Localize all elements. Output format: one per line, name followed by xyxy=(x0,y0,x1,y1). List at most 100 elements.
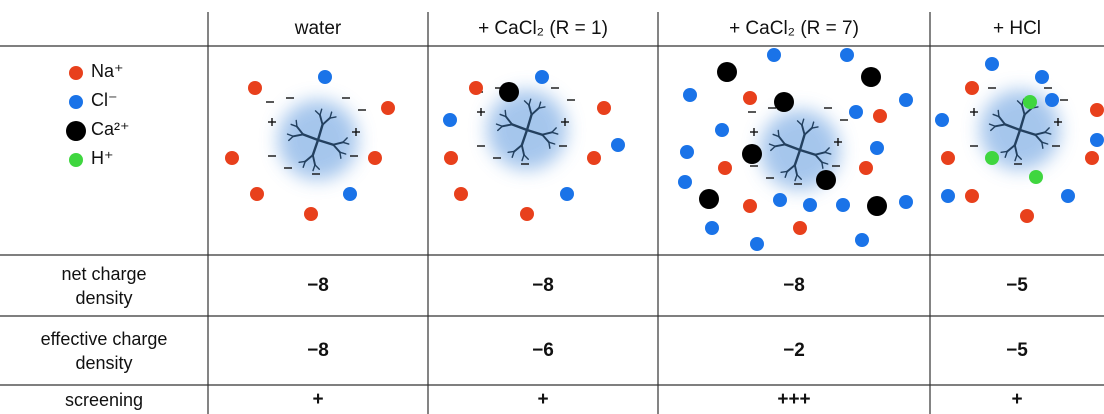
dendrimer-branch xyxy=(528,104,533,116)
ion-dot xyxy=(742,144,762,164)
ion-dot xyxy=(803,198,817,212)
dendrimer-branch xyxy=(1018,128,1037,136)
dendrimer-branch xyxy=(824,147,830,153)
ion-dot xyxy=(743,91,757,105)
dendrimer-branch xyxy=(316,123,324,142)
dendrimer-branch xyxy=(801,124,806,136)
dendrimer-branch xyxy=(314,110,321,116)
dendrimer-branch xyxy=(332,141,344,146)
ion-dot xyxy=(680,145,694,159)
dendrimer-branch xyxy=(504,109,507,118)
ion-dot xyxy=(718,161,732,175)
row-label: effective charge density xyxy=(0,316,208,385)
ion-dot xyxy=(849,105,863,119)
dendrimer-branch xyxy=(316,138,335,146)
dendrimer-branch xyxy=(1016,100,1023,106)
dendrimer-branch xyxy=(798,133,806,152)
dendrimer-branch xyxy=(997,115,1006,126)
dendrimer-branch xyxy=(803,127,813,136)
dendrimer-branch xyxy=(798,148,817,156)
dendrimer-branch xyxy=(770,145,776,152)
ion-dot xyxy=(611,138,625,152)
ion-dot xyxy=(855,233,869,247)
ion-dot xyxy=(499,82,519,102)
dendrimer-branch xyxy=(311,138,320,157)
cell-value: −8 xyxy=(307,339,329,361)
dendrimer-branch xyxy=(794,174,798,182)
ion-dot xyxy=(443,113,457,127)
dendrimer-branch xyxy=(793,164,798,176)
ion-dot xyxy=(935,113,949,127)
dendrimer xyxy=(748,107,848,190)
dendrimer-branch xyxy=(513,144,523,153)
dendrimer-branch xyxy=(302,160,306,168)
dendrimer-branch xyxy=(551,127,557,133)
dendrimer-branch xyxy=(997,109,1000,118)
dendrimer-branch xyxy=(332,143,341,154)
ion-dot xyxy=(840,48,854,62)
dendrimer-branch xyxy=(304,154,314,163)
ion-dot xyxy=(793,221,807,235)
dendrimer-branch xyxy=(1023,107,1033,116)
dendrimer-branch xyxy=(329,111,333,119)
dendrimer-branch xyxy=(1006,144,1016,153)
ion-dot xyxy=(304,207,318,221)
ion-dot xyxy=(1023,95,1037,109)
ion-dot xyxy=(743,199,757,213)
column-header: + CaCl₂ (R = 1) xyxy=(478,18,608,39)
ion-dot xyxy=(318,70,332,84)
ion-dot xyxy=(861,67,881,87)
dendrimer-branch xyxy=(295,125,304,136)
dendrimer-branch xyxy=(290,123,298,128)
cell-value: + xyxy=(537,388,549,410)
dendrimer-branch xyxy=(796,174,802,180)
dendrimer-branch xyxy=(784,170,788,178)
ion-dot xyxy=(767,48,781,62)
cell-value: −6 xyxy=(532,339,554,361)
dendrimer-branch xyxy=(541,131,553,136)
cell-value: −8 xyxy=(307,274,329,296)
dendrimer-branch xyxy=(551,131,559,135)
dendrimer-branch xyxy=(523,100,530,106)
ion-dot xyxy=(444,151,458,165)
dendrimer-branch xyxy=(1041,141,1044,149)
column-header: + CaCl₂ (R = 7) xyxy=(729,18,859,39)
ion-dot xyxy=(965,189,979,203)
dendrimer-branch xyxy=(504,115,513,126)
dendrimer-branch xyxy=(321,117,331,126)
dendrimer-branch xyxy=(501,123,513,128)
dendrimer-branch xyxy=(796,120,803,126)
dendrimer-branch xyxy=(768,143,776,147)
dendrimer-branch xyxy=(811,126,819,129)
ion-dot xyxy=(773,193,787,207)
ion-dot xyxy=(867,196,887,216)
row-label-text: net charge density xyxy=(61,263,147,308)
ion-dot xyxy=(225,151,239,165)
ion-dot xyxy=(941,151,955,165)
ion-dot xyxy=(715,123,729,137)
cell-value: −5 xyxy=(1006,274,1028,296)
cell-value: −8 xyxy=(783,274,805,296)
cell-value: −5 xyxy=(1006,339,1028,361)
dendrimer-branch xyxy=(780,170,788,174)
cell-value: −2 xyxy=(783,339,805,361)
ion-dot xyxy=(985,57,999,71)
ion-dot xyxy=(520,207,534,221)
ion-dot xyxy=(587,151,601,165)
ion-dot xyxy=(1090,133,1104,147)
dendrimer-branch xyxy=(774,143,786,148)
dendrimer-branch xyxy=(992,113,1000,118)
ion-dot xyxy=(683,88,697,102)
legend-dot xyxy=(66,121,86,141)
dendrimer-branch xyxy=(339,151,347,155)
dendrimer-branch xyxy=(521,154,525,162)
row-label: net charge density xyxy=(0,255,208,316)
legend-label: H⁺ xyxy=(91,148,114,168)
dendrimer-branch xyxy=(530,107,540,116)
ion-dot xyxy=(985,151,999,165)
dendrimer-branch xyxy=(1016,154,1022,160)
legend-dot xyxy=(69,95,83,109)
ion-dot xyxy=(1029,170,1043,184)
